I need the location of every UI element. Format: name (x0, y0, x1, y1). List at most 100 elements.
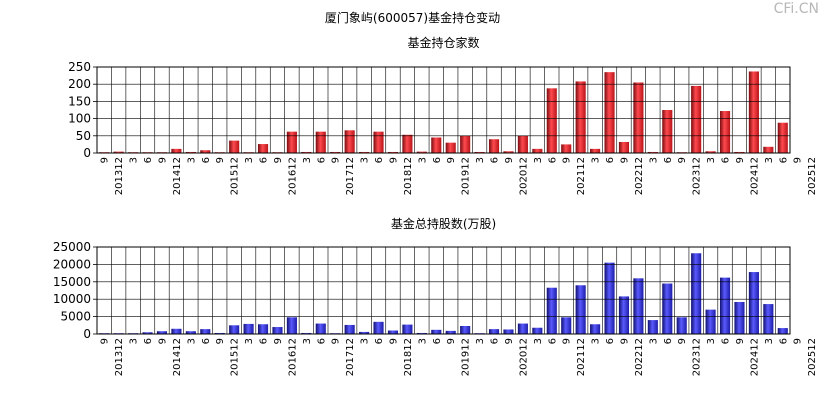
panel-0-xtick-label: 3 (129, 157, 140, 163)
panel-0-xtick-label: 201912 (461, 157, 472, 195)
panel-0-xtick-label: 202412 (749, 157, 760, 195)
panel-0-xtick-label: 201512 (230, 157, 241, 195)
panel-1-xtick-label: 3 (475, 338, 486, 344)
panel-0-xtick-label: 9 (273, 157, 284, 163)
panel-0-bar (734, 151, 745, 153)
panel-0-bar (719, 111, 731, 153)
panel-0-xtick-label: 9 (793, 157, 804, 163)
panel-0-xtick-label: 6 (547, 157, 558, 163)
panel-1-xtick-label: 202412 (749, 338, 760, 376)
panel-0-ytick-label: 100 (68, 112, 91, 126)
panel-1-xtick-label: 6 (605, 338, 616, 344)
panel-1-bar (431, 329, 442, 334)
panel-1-bar (185, 331, 196, 334)
panel-1-xtick-label: 202112 (576, 338, 587, 376)
panel-1-bar (171, 328, 182, 334)
panel-1-xtick-label: 6 (201, 338, 212, 344)
panel-1-xtick-label: 9 (735, 338, 746, 344)
panel-1-bar (734, 301, 745, 334)
panel-1-xtick-label: 202512 (807, 338, 818, 376)
panel-0-xtick-label: 3 (244, 157, 255, 163)
panel-1-xtick-label: 201612 (287, 338, 298, 376)
panel-1-xtick-label: 9 (446, 338, 457, 344)
panel-0-xtick-label: 3 (591, 157, 602, 163)
panel-1-xtick-label: 6 (143, 338, 154, 344)
panel-1-bar (460, 326, 471, 334)
panel-0-frame (96, 66, 791, 154)
panel-1-bar (359, 331, 370, 334)
panel-0-xtick-label: 202112 (576, 157, 587, 195)
panel-1-xtick-label: 201712 (345, 338, 356, 376)
panel-0-bar (301, 151, 312, 153)
panel-0-bar (590, 148, 601, 153)
panel-0-bar (315, 131, 326, 153)
panel-0-bar (286, 131, 297, 153)
panel-0-xtick-label: 6 (201, 157, 212, 163)
panel-0-xtick-label: 6 (778, 157, 789, 163)
panel-1-bar (676, 317, 687, 334)
panel-0-ytick-label: 0 (83, 146, 91, 160)
panel-0-xtick-label: 202512 (807, 157, 818, 195)
panel-0-bar (373, 131, 384, 153)
panel-1-bar (315, 323, 326, 334)
panel-0-ytick-label: 150 (68, 94, 91, 108)
panel-1-bar (561, 317, 572, 334)
panel-1-xtick-label: 6 (721, 338, 732, 344)
panel-0-xtick-label: 9 (735, 157, 746, 163)
panel-0-xtick-label: 3 (648, 157, 659, 163)
panel-0-xtick-label: 201812 (403, 157, 414, 195)
panel-1-xtick-label: 3 (764, 338, 775, 344)
panel-0-xtick-label: 202212 (634, 157, 645, 195)
panel-1-bar (373, 321, 384, 334)
panel-1-bar (763, 304, 774, 334)
panel-1-bar (344, 324, 355, 334)
panel-1-xtick-label: 201912 (461, 338, 472, 376)
panel-1-xtick-label: 3 (706, 338, 717, 344)
panel-0-xtick-label: 3 (706, 157, 717, 163)
panel-1-bar (257, 324, 269, 334)
panel-1-bar (604, 262, 615, 334)
panel-1-ytick-label: 5000 (60, 310, 91, 324)
panel-0-xtick-label: 6 (490, 157, 501, 163)
panel-1-bar (402, 324, 413, 334)
panel-1-xtick-label: 3 (186, 338, 197, 344)
panel-0-xtick-label: 9 (562, 157, 573, 163)
chart-title: 厦门象屿(600057)基金持仓变动 (324, 11, 501, 25)
panel-1-title: 基金总持股数(万股) (391, 216, 496, 231)
panel-0-xtick-label: 6 (432, 157, 443, 163)
panel-1-xtick-label: 201512 (230, 338, 241, 376)
panel-0-bar (691, 85, 702, 153)
panel-1-bar (156, 331, 168, 334)
panel-1-bar (503, 329, 514, 334)
panel-0-bar (113, 151, 124, 153)
panel-0-bar (402, 134, 413, 153)
panel-0-bar (229, 140, 240, 153)
panel-0-bar (344, 130, 355, 153)
panel-1-xtick-label: 3 (591, 338, 602, 344)
panel-0-ytick-label: 50 (76, 129, 91, 143)
panel-0-xtick-label: 3 (764, 157, 775, 163)
panel-0-bar (330, 151, 341, 153)
panel-1-bar (142, 332, 153, 334)
panel-0-bar (546, 88, 557, 153)
panel-1-bar (719, 277, 731, 334)
panel-0-xtick-label: 9 (100, 157, 111, 163)
panel-0-bar (445, 142, 456, 153)
panel-0-xtick-label: 3 (533, 157, 544, 163)
panel-0-bar (517, 135, 528, 153)
panel-1-xtick-label: 6 (316, 338, 327, 344)
panel-0-xtick-label: 9 (677, 157, 688, 163)
panel-1-xtick-label: 202212 (634, 338, 645, 376)
panel-1-xtick-label: 9 (273, 338, 284, 344)
panel-0-xtick-label: 6 (316, 157, 327, 163)
panel-0-bar (777, 122, 788, 153)
panel-1-ytick-label: 25000 (53, 240, 91, 254)
panel-1-bar (517, 323, 528, 334)
watermark: CFi.CN (773, 1, 819, 17)
panel-1-bar (546, 287, 557, 334)
panel-1-xtick-label: 9 (215, 338, 226, 344)
panel-0-bar (416, 151, 427, 153)
panel-1-xtick-label: 9 (504, 338, 515, 344)
panel-0-xtick-label: 9 (619, 157, 630, 163)
